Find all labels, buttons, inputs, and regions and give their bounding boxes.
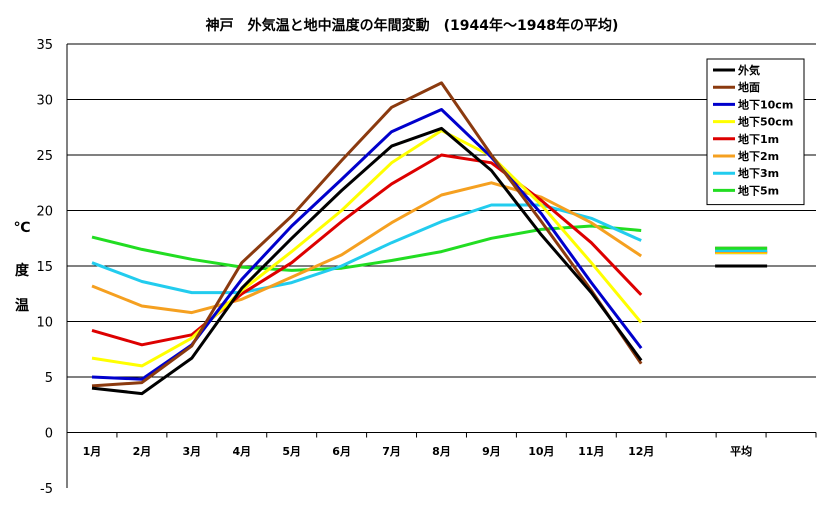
chart-title: 神戸 外気温と地中温度の年間変動 (1944年～1948年の平均) (206, 17, 619, 34)
x-tick-label: 8月 (432, 445, 451, 458)
series-line-1 (91, 126, 643, 396)
y-axis-label-char-2: 度 (15, 262, 30, 279)
y-tick-label: 25 (36, 149, 53, 164)
y-axis-label-char-1: 温 (15, 298, 29, 314)
average-marks (715, 246, 768, 268)
series-line-7 (91, 203, 642, 295)
series-line-5 (91, 153, 643, 347)
y-tick-label: 20 (36, 205, 53, 220)
x-tick-label: 10月 (528, 445, 554, 458)
y-axis-label-char-3: ℃ (14, 220, 31, 236)
y-axis-ticks: -5 0 5 10 15 20 25 30 35 (36, 38, 53, 497)
series-line-8 (91, 224, 642, 272)
y-tick-label: 30 (36, 94, 53, 109)
legend-entry: 地下2m (738, 149, 779, 163)
y-tick-label: 10 (36, 316, 53, 331)
series-line-2 (91, 81, 643, 388)
x-tick-label: 7月 (382, 445, 401, 458)
y-tick-label: 0 (45, 427, 53, 442)
x-tick-label: 5月 (282, 445, 301, 458)
legend-entry: 地下5m (738, 183, 779, 197)
x-tick-label-average: 平均 (730, 444, 752, 458)
y-tick-label: -5 (40, 482, 53, 497)
x-tick-label: 6月 (332, 445, 351, 458)
x-tick-label: 11月 (578, 445, 604, 458)
y-tick-label: 5 (45, 371, 53, 386)
x-tick-label: 2月 (133, 445, 152, 458)
x-tick-label: 1月 (83, 445, 102, 458)
series-line-6 (91, 181, 643, 315)
legend-entry: 地下3m (738, 166, 779, 180)
legend-box (706, 58, 805, 206)
series-lines (91, 81, 643, 396)
x-tick-label: 3月 (183, 445, 202, 458)
y-axis-label: 温 度 ℃ (14, 220, 31, 314)
y-tick-label: 15 (36, 260, 53, 275)
legend-entry: 地面 (738, 80, 760, 94)
legend-entry: 地下50cm (738, 115, 793, 129)
y-tick-label: 35 (36, 38, 53, 53)
legend-entry: 地下1m (738, 132, 779, 146)
legend-entry: 地下10cm (738, 97, 793, 111)
x-axis-ticks: 1月 2月 3月 4月 5月 6月 7月 8月 9月 10月 11月 12月 平均 (66, 432, 817, 458)
legend-entry: 外気 (737, 63, 760, 77)
series-line-4 (91, 129, 643, 368)
x-tick-label: 9月 (482, 445, 501, 458)
x-tick-label: 12月 (628, 445, 654, 458)
x-tick-label: 4月 (232, 445, 251, 458)
